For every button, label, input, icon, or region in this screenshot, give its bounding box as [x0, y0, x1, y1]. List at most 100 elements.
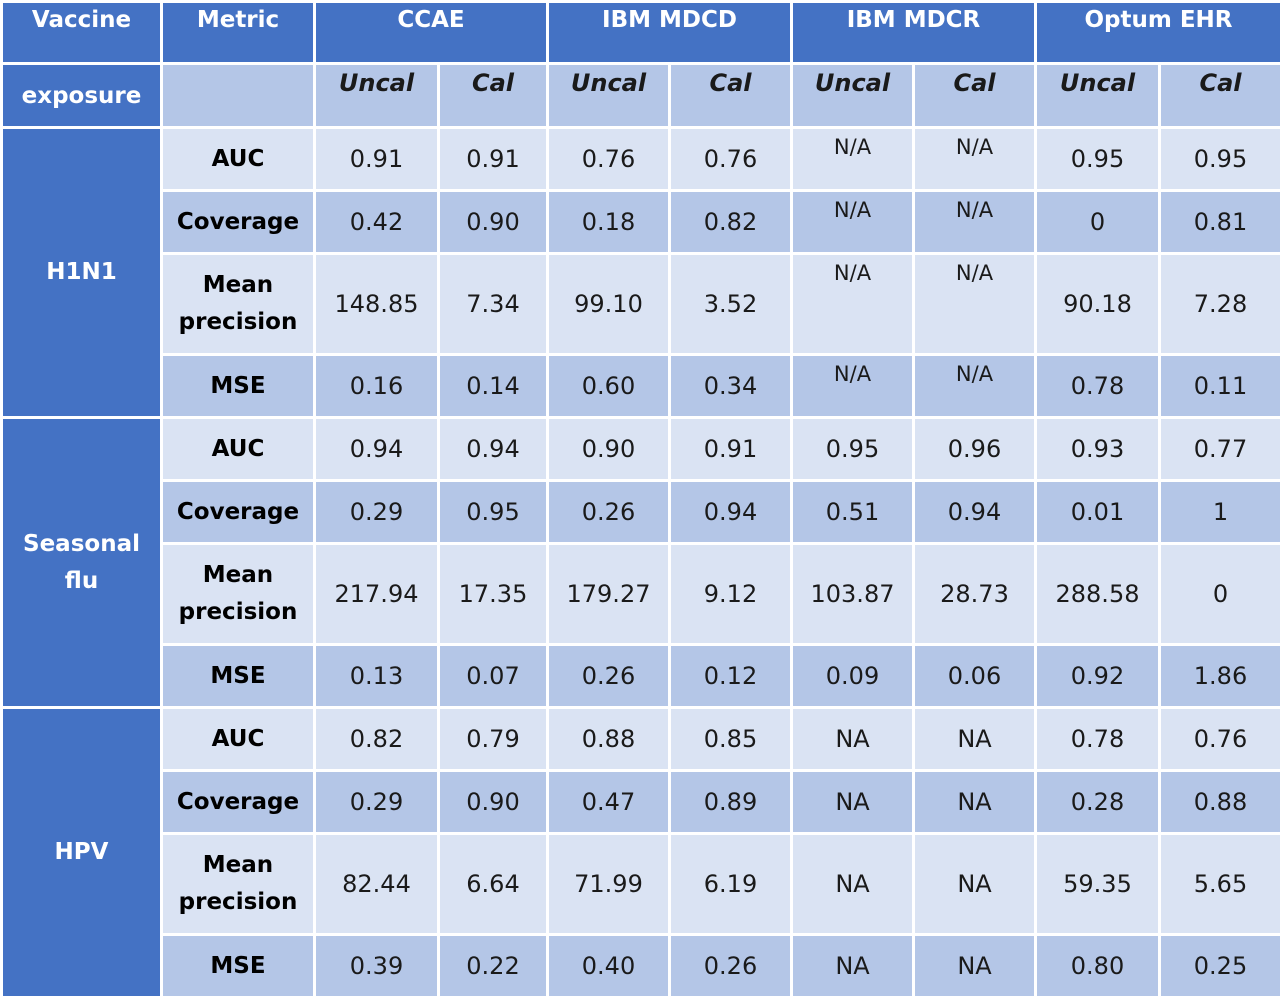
value-cell-ibm-mdcr-uncal: N/A — [790, 353, 915, 419]
metric-label: AUC — [160, 126, 316, 192]
vaccine-group-label-line: H1N1 — [46, 259, 117, 285]
value-cell-ibm-mdcd-uncal: 179.27 — [546, 542, 671, 646]
value-cell-ccae-cal: 7.34 — [437, 252, 549, 356]
header-database-optum-ehr: Optum EHR — [1034, 0, 1280, 65]
value-cell-ibm-mdcd-cal: 6.19 — [668, 832, 793, 936]
metric-label: AUC — [160, 706, 316, 772]
value-cell-optum-ehr-cal: 1.86 — [1158, 643, 1280, 709]
value-cell-ibm-mdcr-uncal: N/A — [790, 189, 915, 255]
value-cell-ccae-uncal: 0.94 — [313, 416, 440, 482]
metric-label: MSE — [160, 353, 316, 419]
metric-label-line: MSE — [210, 662, 266, 689]
value-cell-ibm-mdcr-cal: N/A — [912, 252, 1037, 356]
value-cell-ibm-mdcd-cal: 0.94 — [668, 479, 793, 545]
value-cell-optum-ehr-cal: 0.11 — [1158, 353, 1280, 419]
value-cell-ibm-mdcd-cal: 0.89 — [668, 769, 793, 835]
table-row: MSE 0.39 0.22 0.40 0.26 NA NA 0.80 0.25 — [2, 933, 1280, 999]
value-cell-optum-ehr-uncal: 90.18 — [1034, 252, 1161, 356]
value-cell-ibm-mdcr-uncal: 0.95 — [790, 416, 915, 482]
value-cell-optum-ehr-uncal: 0.78 — [1034, 353, 1161, 419]
subheader-optum-ehr-uncal: Uncal — [1034, 62, 1161, 129]
value-cell-optum-ehr-uncal: 0.80 — [1034, 933, 1161, 999]
value-cell-optum-ehr-uncal: 0.93 — [1034, 416, 1161, 482]
value-cell-ibm-mdcd-cal: 0.82 — [668, 189, 793, 255]
value-cell-ibm-mdcr-cal: NA — [912, 706, 1037, 772]
value-cell-ibm-mdcr-uncal: N/A — [790, 252, 915, 356]
subheader-ccae-uncal: Uncal — [313, 62, 440, 129]
value-cell-ccae-cal: 0.91 — [437, 126, 549, 192]
metric-label-line: Coverage — [176, 788, 300, 815]
value-cell-ccae-uncal: 0.39 — [313, 933, 440, 999]
value-cell-ccae-cal: 0.79 — [437, 706, 549, 772]
metric-label-line: AUC — [211, 145, 265, 172]
value-cell-ibm-mdcr-uncal: NA — [790, 769, 915, 835]
value-cell-ibm-mdcd-cal: 0.76 — [668, 126, 793, 192]
value-cell-ibm-mdcr-uncal: NA — [790, 933, 915, 999]
value-cell-ibm-mdcd-uncal: 0.26 — [546, 643, 671, 709]
table-row: Coverage 0.29 0.90 0.47 0.89 NA NA 0.28 0.88 — [2, 769, 1280, 835]
value-cell-ccae-uncal: 148.85 — [313, 252, 440, 356]
value-cell-ccae-cal: 0.94 — [437, 416, 549, 482]
value-cell-ibm-mdcd-cal: 0.91 — [668, 416, 793, 482]
value-cell-ccae-uncal: 0.29 — [313, 769, 440, 835]
vaccine-group-label-line: Seasonal — [23, 530, 140, 557]
value-cell-ibm-mdcr-uncal: 0.51 — [790, 479, 915, 545]
value-cell-optum-ehr-uncal: 0 — [1034, 189, 1161, 255]
metric-label-line: MSE — [210, 372, 266, 399]
value-cell-ibm-mdcd-uncal: 0.18 — [546, 189, 671, 255]
value-cell-ibm-mdcr-cal: N/A — [912, 189, 1037, 255]
value-cell-ibm-mdcd-uncal: 0.76 — [546, 126, 671, 192]
value-cell-ibm-mdcr-cal: N/A — [912, 126, 1037, 192]
value-cell-ccae-cal: 0.90 — [437, 769, 549, 835]
metric-label: MSE — [160, 643, 316, 709]
metric-label-line: MSE — [210, 952, 266, 979]
value-cell-optum-ehr-cal: 0.95 — [1158, 126, 1280, 192]
metric-label: Coverage — [160, 479, 316, 545]
value-cell-ccae-uncal: 82.44 — [313, 832, 440, 936]
metric-label-line: precision — [178, 309, 298, 335]
value-cell-ccae-cal: 0.90 — [437, 189, 549, 255]
subheader-ibm-mdcr-uncal: Uncal — [790, 62, 915, 129]
value-cell-ibm-mdcr-cal: 28.73 — [912, 542, 1037, 646]
table-row: MSE 0.16 0.14 0.60 0.34 N/A N/A 0.78 0.11 — [2, 353, 1280, 419]
subheader-ccae-cal: Cal — [437, 62, 549, 129]
value-cell-optum-ehr-uncal: 0.95 — [1034, 126, 1161, 192]
table-row: Coverage 0.29 0.95 0.26 0.94 0.51 0.94 0.01 1 — [2, 479, 1280, 545]
table-row: Mean precision 148.85 7.34 99.10 3.52 N/A N/A 90… — [2, 252, 1280, 356]
metric-label: Mean precision — [160, 252, 316, 356]
table-row: Mean precision 217.94 17.35 179.27 9.12 103.87… — [2, 542, 1280, 646]
value-cell-optum-ehr-uncal: 59.35 — [1034, 832, 1161, 936]
metric-label-line: Mean — [202, 562, 274, 588]
value-cell-optum-ehr-cal: 1 — [1158, 479, 1280, 545]
value-cell-ccae-uncal: 0.16 — [313, 353, 440, 419]
value-cell-ibm-mdcr-cal: NA — [912, 933, 1037, 999]
value-cell-ibm-mdcd-uncal: 0.88 — [546, 706, 671, 772]
value-cell-ibm-mdcd-cal: 0.85 — [668, 706, 793, 772]
value-cell-ibm-mdcd-uncal: 0.90 — [546, 416, 671, 482]
metric-label-line: precision — [178, 599, 298, 625]
metric-label: AUC — [160, 416, 316, 482]
value-cell-ibm-mdcd-uncal: 0.26 — [546, 479, 671, 545]
table-body: H1N1 AUC 0.91 0.91 0.76 0.76 N/A N/A 0.95 0.95 Cov… — [0, 126, 1280, 999]
value-cell-ccae-cal: 0.95 — [437, 479, 549, 545]
value-cell-ccae-uncal: 0.42 — [313, 189, 440, 255]
metric-label: Coverage — [160, 189, 316, 255]
value-cell-ibm-mdcr-cal: NA — [912, 769, 1037, 835]
subheader-ibm-mdcr-cal: Cal — [912, 62, 1037, 129]
value-cell-ccae-uncal: 0.29 — [313, 479, 440, 545]
value-cell-optum-ehr-cal: 0.81 — [1158, 189, 1280, 255]
vaccine-group-label: H1N1 — [0, 126, 163, 419]
vaccine-group-label-line: HPV — [54, 839, 109, 865]
metric-label: MSE — [160, 933, 316, 999]
value-cell-ibm-mdcd-uncal: 71.99 — [546, 832, 671, 936]
vaccine-group-label: Seasonal flu — [0, 416, 163, 709]
header-database-ibm-mdcd: IBM MDCD — [546, 0, 793, 65]
value-cell-optum-ehr-uncal: 0.92 — [1034, 643, 1161, 709]
value-cell-optum-ehr-cal: 0.77 — [1158, 416, 1280, 482]
subheader-ibm-mdcd-cal: Cal — [668, 62, 793, 129]
value-cell-ibm-mdcr-uncal: 0.09 — [790, 643, 915, 709]
value-cell-optum-ehr-cal: 0.88 — [1158, 769, 1280, 835]
value-cell-optum-ehr-cal: 5.65 — [1158, 832, 1280, 936]
